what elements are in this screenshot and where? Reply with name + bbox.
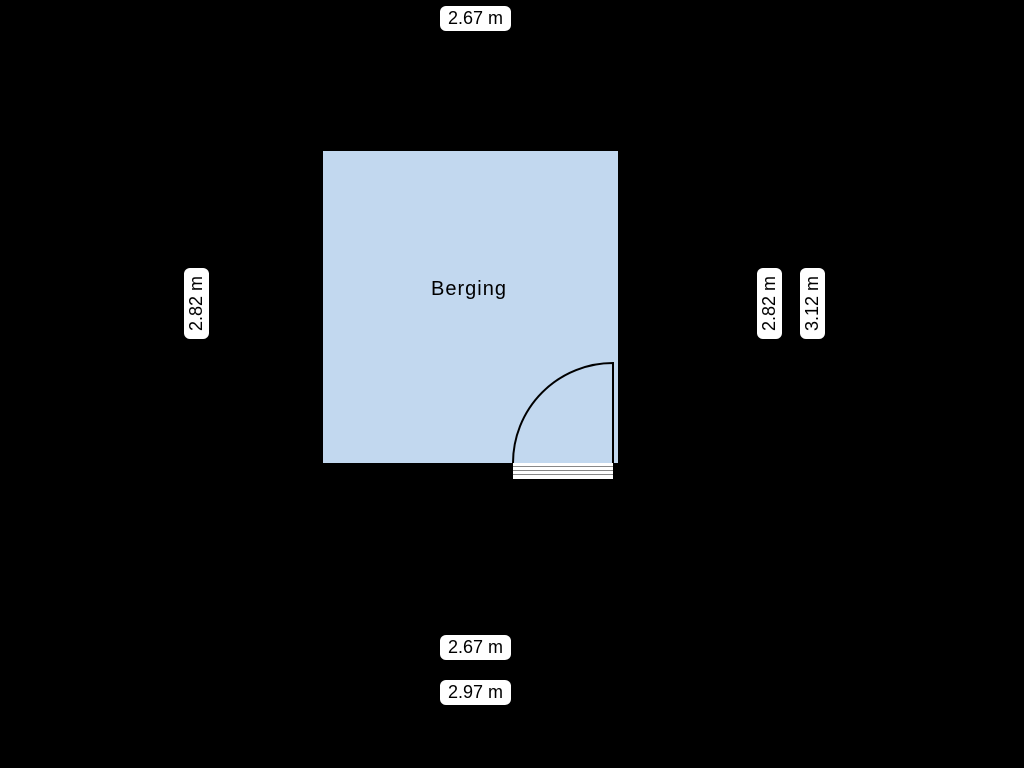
dimension-bottom-inner: 2.67 m [440, 635, 511, 660]
door-line-2 [513, 470, 613, 471]
door-line-3 [513, 474, 613, 475]
dimension-right-inner: 2.82 m [757, 268, 782, 339]
dimension-bottom-outer: 2.97 m [440, 680, 511, 705]
dimension-top: 2.67 m [440, 6, 511, 31]
floorplan-canvas: Berging 2.67 m 2.67 m 2.97 m 2.82 m 2.82… [0, 0, 1024, 768]
dimension-right-outer: 3.12 m [800, 268, 825, 339]
room-label: Berging [431, 278, 507, 301]
dimension-left: 2.82 m [184, 268, 209, 339]
door-line-1 [513, 466, 613, 467]
